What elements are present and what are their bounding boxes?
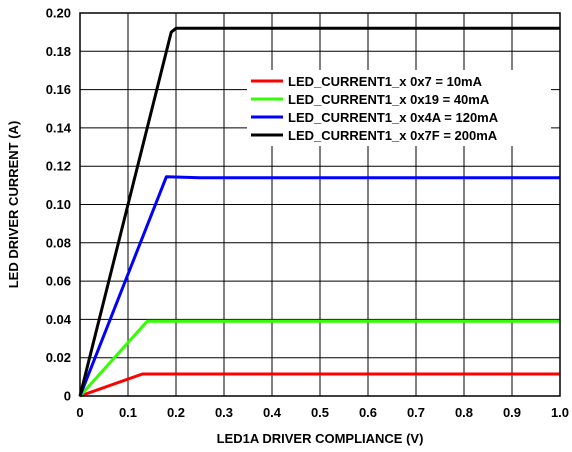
y-axis-title: LED DRIVER CURRENT (A): [6, 121, 21, 289]
x-axis-title: LED1A DRIVER COMPLIANCE (V): [217, 431, 424, 446]
y-tick-label: 0.08: [46, 235, 71, 250]
series-line: [78, 26, 560, 397]
y-tick-label: 0.14: [46, 120, 72, 135]
legend-label: LED_CURRENT1_x 0x7 = 10mA: [288, 74, 483, 89]
x-tick-label: 0: [76, 405, 83, 420]
x-tick-label: 0.2: [167, 405, 185, 420]
plot-border: [79, 12, 561, 397]
y-tick-label: 0.16: [46, 82, 71, 97]
legend-label: LED_CURRENT1_x 0x19 = 40mA: [288, 92, 490, 107]
x-tick-label: 0.3: [215, 405, 233, 420]
x-tick-label: 0.1: [119, 405, 137, 420]
legend-label: LED_CURRENT1_x 0x7F = 200mA: [288, 128, 498, 143]
x-tick-label: 0.8: [455, 405, 473, 420]
x-tick-label: 1.0: [551, 405, 569, 420]
y-tick-label: 0.20: [46, 6, 71, 21]
x-tick-label: 0.7: [407, 405, 425, 420]
y-tick-labels: 0 0.02 0.04 0.06 0.08 0.10 0.12 0.14 0.16 0.18 0.2…: [46, 6, 72, 404]
y-tick-label: 0.12: [46, 159, 71, 174]
y-tick-label: 0.06: [46, 274, 71, 289]
x-tick-label: 0.4: [263, 405, 282, 420]
series-lines: [78, 26, 560, 398]
series-line: [79, 372, 560, 398]
legend: LED_CURRENT1_x 0x7 = 10mA LED_CURRENT1_x …: [247, 70, 551, 146]
x-tick-label: 0.6: [359, 405, 377, 420]
legend-label: LED_CURRENT1_x 0x4A = 120mA: [288, 110, 499, 125]
x-tick-labels: 0 0.1 0.2 0.3 0.4 0.5 0.6 0.7 0.8 0.9 1.0: [76, 405, 569, 420]
y-tick-label: 0.18: [46, 44, 71, 59]
y-tick-label: 0.10: [46, 197, 71, 212]
y-tick-label: 0.04: [46, 312, 72, 327]
x-tick-label: 0.5: [311, 405, 329, 420]
y-tick-label: 0: [64, 389, 71, 404]
series-line: [78, 175, 560, 397]
legend-box: [247, 70, 551, 146]
x-tick-label: 0.9: [503, 405, 521, 420]
y-tick-label: 0.02: [46, 350, 71, 365]
series-line: [78, 319, 560, 398]
